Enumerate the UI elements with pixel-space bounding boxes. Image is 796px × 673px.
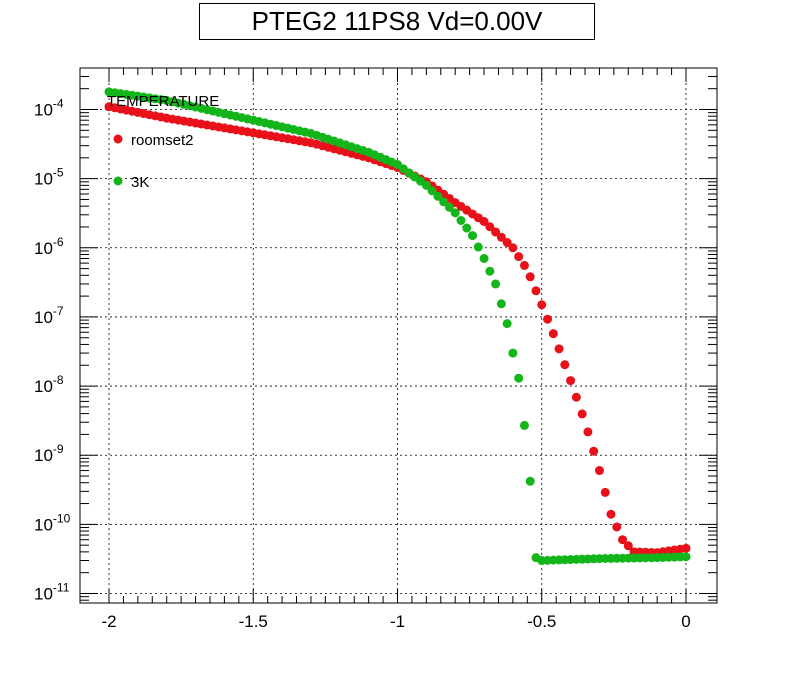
y-tick-base: 10 [34,377,53,396]
data-point-3k [421,180,431,190]
data-point-roomset2 [543,314,553,324]
y-tick-exponent: -10 [53,511,71,525]
y-tick-exponent: -7 [53,304,64,318]
data-point-roomset2 [560,360,570,370]
y-tick-base: 10 [34,239,53,258]
legend-label-3k: 3K [131,174,149,191]
y-tick-base: 10 [34,308,53,327]
data-point-3k [479,254,489,263]
data-point-roomset2 [485,222,495,232]
data-point-3k [508,348,518,358]
data-point-3k [468,231,478,241]
x-tick-label: -2 [101,612,116,631]
y-tick-base: 10 [34,101,53,120]
y-tick-base: 10 [34,515,53,534]
y-tick-label: 10-11 [34,581,70,604]
data-point-roomset2 [548,329,558,339]
data-point-roomset2 [618,535,628,545]
data-point-3k [450,208,460,218]
data-point-roomset2 [612,522,622,532]
y-tick-base: 10 [34,446,53,465]
data-point-roomset2 [594,466,604,476]
x-tick-label: -0.5 [527,612,556,631]
data-point-3k [439,197,449,207]
y-tick-label: 10-5 [34,166,64,189]
grid-layer [80,68,717,603]
data-point-3k [519,420,529,430]
legend: TEMPERATURE roomset2 3K [107,93,219,191]
y-tick-base: 10 [34,170,53,189]
data-point-roomset2 [566,376,576,386]
data-point-roomset2 [600,487,610,497]
legend-title: TEMPERATURE [107,93,219,110]
data-point-3k [433,191,443,201]
legend-label-roomset2: roomset2 [131,132,194,149]
data-point-3k [491,279,501,289]
data-point-roomset2 [681,543,691,553]
chart-title: PTEG2 11PS8 Vd=0.00V [199,3,595,40]
tick-layer [80,68,717,603]
y-tick-exponent: -9 [53,442,64,456]
y-tick-label: 10-10 [34,511,71,534]
data-point-roomset2 [577,409,587,419]
data-points [104,87,691,566]
y-tick-exponent: -11 [53,581,70,595]
data-point-roomset2 [589,446,599,456]
x-tick-labels: -2 -1.5 -1 -0.5 0 [101,612,690,631]
data-point-roomset2 [554,344,564,354]
x-tick-label: 0 [681,612,690,631]
y-tick-exponent: -8 [53,373,64,387]
data-point-3k [485,266,495,276]
legend-marker-roomset2 [113,134,123,144]
data-point-roomset2 [514,252,524,262]
y-tick-exponent: -4 [53,97,64,111]
data-point-3k [444,202,454,212]
data-point-roomset2 [606,509,616,519]
data-point-3k [462,223,472,233]
y-tick-exponent: -5 [53,166,64,180]
data-point-3k [456,215,466,225]
y-tick-base: 10 [34,585,53,604]
data-point-roomset2 [502,238,512,248]
data-point-3k [427,186,437,196]
data-point-3k [502,319,512,329]
y-tick-label: 10-4 [34,97,64,120]
y-tick-label: 10-6 [34,235,64,258]
y-tick-label: 10-9 [34,442,64,465]
x-tick-label: -1 [390,612,405,631]
data-point-3k [496,299,506,309]
data-point-roomset2 [623,541,633,551]
y-tick-label: 10-8 [34,373,64,396]
data-point-roomset2 [479,217,489,226]
legend-marker-3k [113,176,123,186]
y-tick-exponent: -6 [53,235,64,249]
data-point-3k [473,242,483,252]
data-point-roomset2 [508,243,518,253]
data-point-3k [514,373,524,383]
x-tick-label: -1.5 [239,612,268,631]
data-point-roomset2 [525,272,535,282]
data-point-3k [681,552,691,562]
data-point-roomset2 [583,427,593,437]
data-point-roomset2 [519,260,529,270]
data-point-roomset2 [496,232,506,242]
data-point-roomset2 [531,286,541,296]
data-point-3k [525,476,535,486]
y-tick-label: 10-7 [34,304,64,327]
data-point-roomset2 [571,392,581,402]
data-point-roomset2 [491,227,501,237]
plot-frame [79,67,718,604]
data-point-roomset2 [537,300,547,310]
